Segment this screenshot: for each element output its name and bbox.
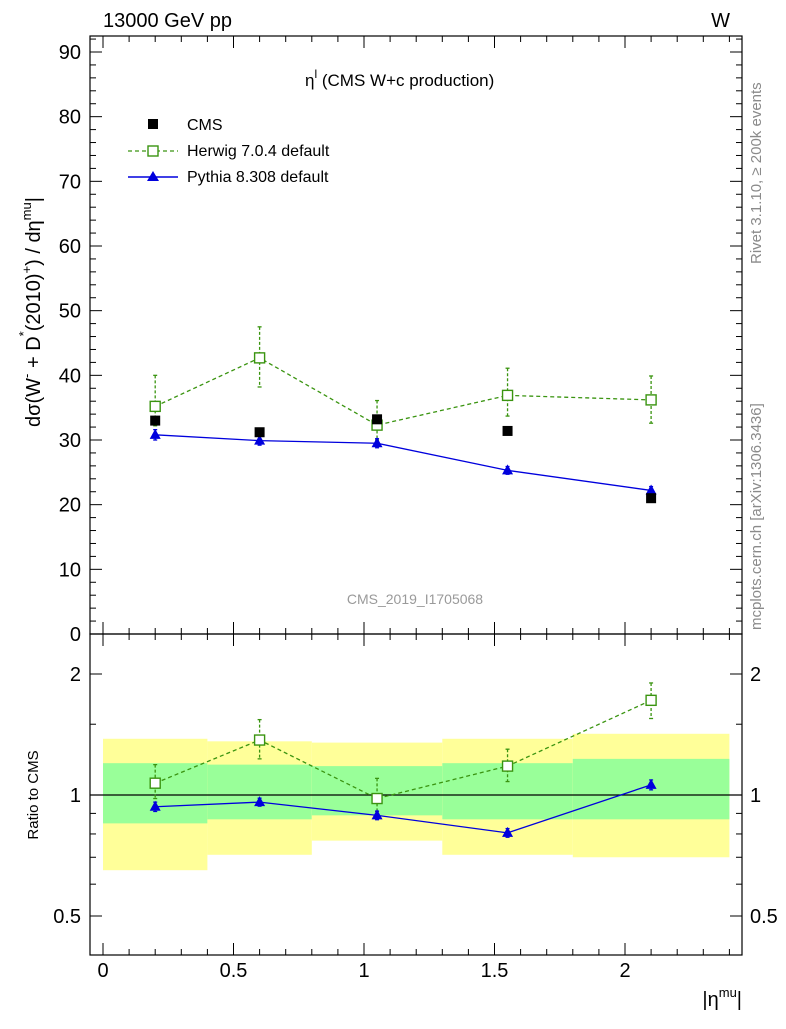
ratio-pythia-point <box>502 826 514 837</box>
main-y-axis-label: dσ(W- + D*(2010)+) / dηmu| <box>16 197 45 427</box>
ratio-pythia-point <box>645 778 657 789</box>
main-herwig-point <box>253 352 266 364</box>
y-tick-label: 50 <box>59 301 81 323</box>
y-tick-label: 70 <box>59 171 81 193</box>
x-tick-label: 0 <box>97 960 108 982</box>
header-process: W <box>711 10 730 32</box>
ratio-y-tick-label-left: 0.5 <box>53 906 81 928</box>
main-herwig-point <box>501 389 514 402</box>
analysis-watermark: CMS_2019_I1705068 <box>347 591 483 607</box>
legend-cms-marker <box>148 119 158 129</box>
x-tick-label: 2 <box>619 960 630 982</box>
main-herwig-line <box>154 357 652 426</box>
main-cms-point <box>646 493 657 504</box>
ratio-herwig-point <box>149 777 161 789</box>
main-series <box>149 326 657 504</box>
y-tick-label: 40 <box>59 365 81 387</box>
header-energy: 13000 GeV pp <box>103 10 232 32</box>
ratio-pythia-point <box>149 800 161 811</box>
ratio-pythia-point <box>254 796 266 807</box>
y-tick-label: 10 <box>59 559 81 581</box>
ratio-herwig-point <box>645 694 657 707</box>
main-pythia-point <box>502 464 514 475</box>
ratio-y-tick-label-right: 0.5 <box>750 906 778 928</box>
ratio-herwig-point <box>501 760 514 772</box>
main-cms-point <box>150 415 161 426</box>
ratio-band-inner <box>207 764 312 820</box>
y-tick-label: 90 <box>59 42 81 64</box>
legend-entry-pythia: Pythia 8.308 default <box>128 169 329 186</box>
main-herwig-point <box>645 394 657 406</box>
main-plot-title: ηl (CMS W+c production) <box>305 67 494 90</box>
main-cms-point <box>502 425 513 436</box>
x-tick-label: 1.5 <box>481 960 509 982</box>
legend-herwig-marker <box>147 145 159 157</box>
ratio-series <box>90 682 742 838</box>
legend-entry-cms: CMS <box>148 117 223 134</box>
legend-herwig-label: Herwig 7.0.4 default <box>187 143 330 160</box>
ratio-y-tick-label-right: 2 <box>750 664 761 686</box>
main-pythia-point <box>254 434 266 445</box>
legend-pythia-label: Pythia 8.308 default <box>187 169 329 186</box>
mcplots-label: mcplots.cern.ch [arXiv:1306.3436] <box>748 403 765 630</box>
legend-cms-label: CMS <box>187 117 223 134</box>
ratio-herwig-point <box>371 792 383 805</box>
main-cms-point <box>372 414 383 425</box>
main-pythia-line <box>155 434 652 492</box>
x-tick-label: 1 <box>358 960 369 982</box>
ratio-band-inner <box>442 763 573 820</box>
main-pythia-point <box>371 437 383 448</box>
rivet-label: Rivet 3.1.10, ≥ 200k events <box>748 82 765 264</box>
ratio-y-tick-label-left: 1 <box>70 785 81 807</box>
ratio-y-axis-label: Ratio to CMS <box>25 750 42 839</box>
y-tick-label: 0 <box>70 624 81 646</box>
main-cms-point <box>254 427 265 438</box>
x-axis-label: |ηmu| <box>702 985 742 1011</box>
ratio-herwig-point <box>253 734 266 746</box>
ratio-uncertainty-bands <box>103 733 730 871</box>
x-tick-label: 0.5 <box>220 960 248 982</box>
ratio-pythia-point <box>371 809 383 820</box>
main-pythia-point <box>149 428 161 439</box>
ratio-y-tick-label-right: 1 <box>750 785 761 807</box>
y-tick-label: 80 <box>59 107 81 129</box>
ratio-band-inner <box>103 763 208 824</box>
y-tick-label: 30 <box>59 430 81 452</box>
legend-entry-herwig: Herwig 7.0.4 default <box>128 143 330 160</box>
legend-pythia-marker <box>147 171 159 181</box>
main-herwig-point <box>149 400 161 413</box>
main-pythia-point <box>645 484 657 495</box>
ratio-y-tick-label-left: 2 <box>70 664 81 686</box>
y-tick-label: 60 <box>59 236 81 258</box>
legend: CMS Herwig 7.0.4 default Pythia 8.308 de… <box>128 117 330 186</box>
y-tick-label: 20 <box>59 495 81 517</box>
